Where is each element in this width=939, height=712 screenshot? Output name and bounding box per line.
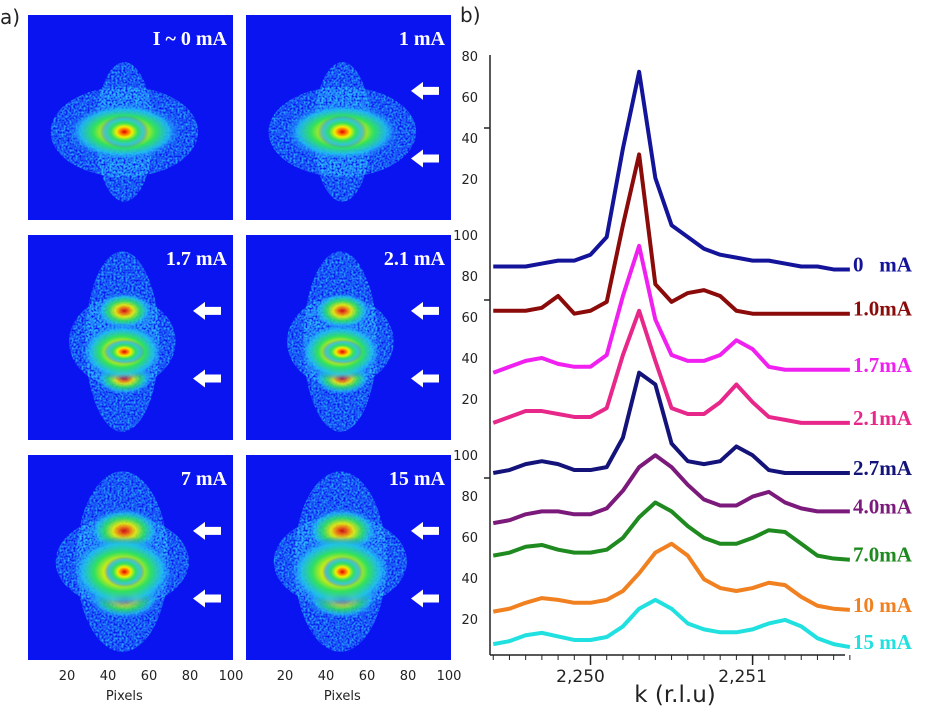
legend-label: 2.7mA: [853, 456, 913, 480]
intensity-blob: [95, 292, 154, 330]
detector-image: I ~ 0 mA: [28, 15, 233, 220]
intensity-blob: [313, 292, 372, 330]
image-label: 15 mA: [389, 468, 446, 490]
x-tick-label: 100: [437, 669, 462, 684]
series-line: [492, 597, 851, 650]
legend-label: 2.1mA: [853, 406, 913, 430]
series-line: [493, 69, 850, 272]
arrow: [411, 521, 439, 540]
legend-label: 1.0mA: [853, 297, 913, 321]
y-tick-label: 40: [461, 352, 478, 367]
series-line: [493, 152, 850, 316]
legend-label: 0 mA: [853, 252, 913, 276]
x-tick-label: 80: [182, 669, 199, 684]
arrow: [193, 521, 221, 540]
series-line: [492, 243, 850, 375]
arrow: [193, 301, 221, 320]
arrow: [193, 369, 221, 388]
x-tick-label: 2,250: [556, 667, 605, 687]
panel-label: b): [460, 3, 481, 27]
y-tick-label: 60: [461, 531, 478, 546]
y-tick-label: 80: [461, 270, 478, 285]
x-tick-label: 20: [277, 669, 294, 684]
x-axis-label: k (r.l.u): [634, 682, 716, 708]
x-tick-label: 40: [100, 669, 117, 684]
x-tick-label: 60: [141, 669, 158, 684]
series-line: [492, 453, 850, 526]
x-tick-label: 40: [318, 669, 335, 684]
detector-image: 15 mA: [246, 455, 451, 660]
y-tick-label: 40: [461, 572, 478, 587]
legend-label: 15 mA: [853, 630, 913, 654]
arrow: [411, 149, 439, 168]
series-line: [492, 308, 850, 425]
image-label: 7 mA: [181, 468, 228, 490]
y-tick-label: 60: [461, 311, 478, 326]
legend-label: 7.0mA: [853, 543, 913, 567]
series-line: [492, 370, 850, 475]
arrow: [411, 589, 439, 608]
detector-image: 7 mA: [28, 455, 233, 660]
x-axis-label: Pixels: [324, 689, 361, 704]
y-tick-label: 40: [461, 132, 478, 147]
y-tick-label: 20: [461, 173, 478, 188]
x-tick-label: 20: [59, 669, 76, 684]
intensity-blob: [321, 556, 363, 588]
intensity-blob: [321, 339, 363, 365]
series-line: [492, 541, 851, 614]
x-tick-label: 80: [400, 669, 417, 684]
image-label: 1.7 mA: [166, 248, 228, 270]
y-tick-label: 20: [461, 613, 478, 628]
y-tick-label: 80: [461, 50, 478, 65]
arrow: [411, 301, 439, 320]
x-tick-label: 60: [359, 669, 376, 684]
legend-label: 10 mA: [853, 593, 913, 617]
y-tick-label: 80: [461, 490, 478, 505]
legend-label: 4.0mA: [853, 494, 913, 518]
intensity-blob: [103, 339, 145, 365]
x-axis-label: Pixels: [106, 689, 143, 704]
y-tick-label: 60: [461, 91, 478, 106]
intensity-blob: [99, 115, 149, 149]
intensity-blob: [103, 556, 145, 588]
legend-label: 1.7mA: [853, 353, 913, 377]
series-line: [492, 500, 851, 562]
image-label: 1 mA: [399, 28, 446, 50]
intensity-blob: [317, 115, 367, 149]
y-tick-label: 100: [453, 229, 478, 244]
arrow: [193, 589, 221, 608]
image-grid: I ~ 0 mA 1 mA 1.7 mA 2.1 mA 7 mA 15 mA 20 40 60 8…: [28, 15, 478, 704]
image-label: I ~ 0 mA: [153, 28, 228, 50]
y-tick-label: 20: [461, 393, 478, 408]
panel-label: a): [0, 5, 20, 29]
detector-image: 1 mA: [246, 15, 451, 220]
x-tick-label: 100: [219, 669, 244, 684]
x-tick-label: 2,251: [718, 667, 767, 687]
detector-image: 1.7 mA: [28, 235, 233, 440]
detector-image: 2.1 mA: [246, 235, 451, 440]
y-tick-label: 100: [453, 449, 478, 464]
image-label: 2.1 mA: [384, 248, 446, 270]
arrow: [411, 81, 439, 100]
arrow: [411, 369, 439, 388]
